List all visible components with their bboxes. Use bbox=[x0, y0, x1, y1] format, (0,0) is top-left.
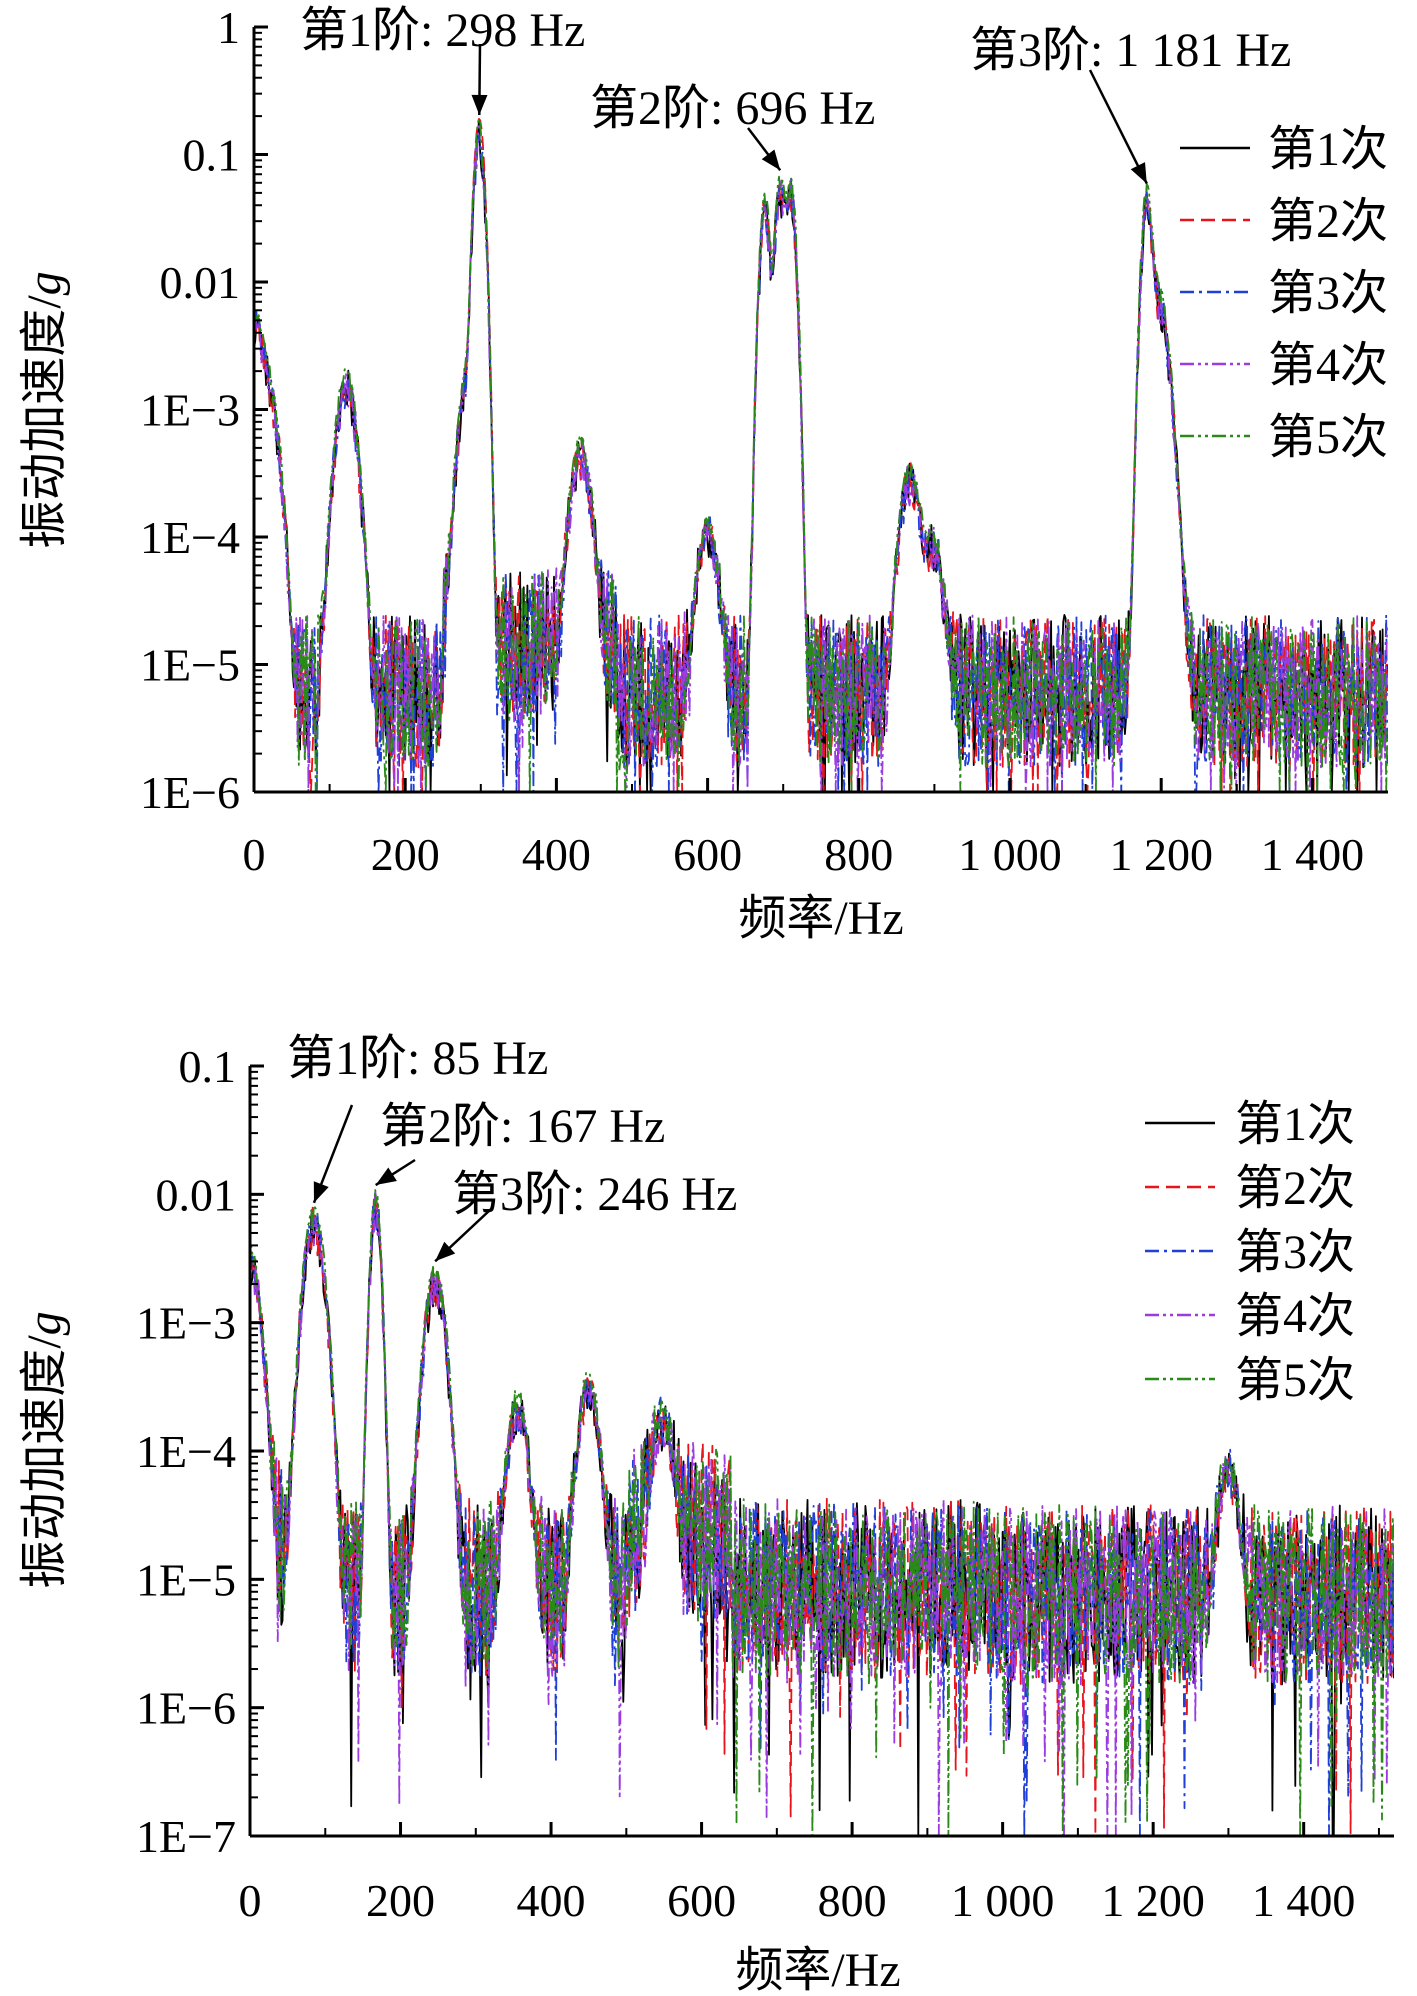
y-axis-label-unit: g bbox=[18, 271, 71, 295]
series-group bbox=[254, 118, 1388, 792]
x-tick-label: 1 400 bbox=[1261, 829, 1365, 880]
y-tick-label: 1E−3 bbox=[140, 385, 240, 436]
legend-label-2: 第2次 bbox=[1235, 1162, 1355, 1215]
series-line-3 bbox=[250, 1204, 1394, 1836]
annotation-arrow-head bbox=[471, 94, 488, 115]
series-line-4 bbox=[254, 120, 1388, 792]
y-axis-label: 振动加速度/g bbox=[18, 271, 71, 548]
annotation-arrow-head bbox=[313, 1181, 329, 1203]
annotation-arrow-head bbox=[435, 1241, 456, 1262]
y-tick-label: 1E−5 bbox=[136, 1554, 236, 1605]
peak-annotation-1: 第1阶: 298 Hz bbox=[300, 4, 585, 57]
series-line-5 bbox=[250, 1188, 1394, 1836]
legend-label-3: 第3次 bbox=[1235, 1226, 1355, 1279]
chart-top: 1E−6 1E−5 1E−4 1E−3 0.01 0.1 1 0 200 400 600 800 1 0… bbox=[18, 2, 1388, 945]
y-tick-label: 1E−5 bbox=[140, 640, 240, 691]
y-tick-label: 0.1 bbox=[179, 1041, 237, 1092]
y-tick-label: 0.1 bbox=[183, 130, 241, 181]
x-tick-label: 1 000 bbox=[958, 829, 1062, 880]
x-tick-label: 200 bbox=[366, 1875, 435, 1926]
x-tick-label: 400 bbox=[522, 829, 591, 880]
x-tick-label: 200 bbox=[371, 829, 440, 880]
x-tick-label: 400 bbox=[517, 1875, 586, 1926]
peak-annotation-2: 第2阶: 167 Hz bbox=[380, 1100, 665, 1153]
y-tick-label: 1E−3 bbox=[136, 1298, 236, 1349]
legend-label-5: 第5次 bbox=[1235, 1354, 1355, 1407]
annotation-arrow-head bbox=[761, 149, 781, 171]
x-tick-label: 0 bbox=[243, 829, 266, 880]
y-axis-label-text: 振动加速度/ bbox=[18, 1335, 71, 1589]
y-axis-label-unit: g bbox=[18, 1311, 71, 1335]
y-axis-label-text: 振动加速度/ bbox=[18, 295, 71, 549]
annotation-arrow-head bbox=[1130, 162, 1147, 184]
legend-label-4: 第4次 bbox=[1235, 1290, 1355, 1343]
series-line-3 bbox=[254, 134, 1388, 792]
legend-label-1: 第1次 bbox=[1268, 123, 1388, 176]
peak-annotation-3: 第3阶: 246 Hz bbox=[452, 1168, 737, 1221]
y-tick-label: 1E−4 bbox=[136, 1426, 236, 1477]
x-tick-label: 800 bbox=[818, 1875, 887, 1926]
series-line-1 bbox=[250, 1194, 1394, 1836]
x-tick-label: 0 bbox=[239, 1875, 262, 1926]
y-tick-label: 1E−7 bbox=[136, 1811, 236, 1862]
annotation-arrow-line bbox=[1088, 69, 1148, 185]
x-tick-label: 800 bbox=[824, 829, 893, 880]
series-group bbox=[250, 1188, 1394, 1836]
y-tick-label: 0.01 bbox=[156, 1169, 237, 1220]
series-line-5 bbox=[254, 118, 1388, 792]
y-tick-label: 0.01 bbox=[160, 257, 241, 308]
peak-annotation-3: 第3阶: 1 181 Hz bbox=[970, 24, 1291, 77]
y-tick-label: 1E−4 bbox=[140, 512, 240, 563]
chart-bottom: 1E−7 1E−6 1E−5 1E−4 1E−3 0.01 0.1 0 200 400 600 800… bbox=[18, 1032, 1394, 1996]
annotation-arrow-head bbox=[375, 1167, 397, 1185]
series-line-4 bbox=[250, 1191, 1394, 1836]
legend-label-1: 第1次 bbox=[1235, 1098, 1355, 1151]
peak-annotation-2: 第2阶: 696 Hz bbox=[590, 82, 875, 135]
x-tick-label: 1 200 bbox=[1109, 829, 1213, 880]
x-tick-label: 1 200 bbox=[1101, 1875, 1205, 1926]
y-tick-label: 1E−6 bbox=[136, 1683, 236, 1734]
legend-label-2: 第2次 bbox=[1268, 195, 1388, 248]
legend-label-4: 第4次 bbox=[1268, 339, 1388, 392]
y-tick-label: 1 bbox=[217, 2, 240, 53]
y-axis-label: 振动加速度/g bbox=[18, 1311, 71, 1588]
x-tick-label: 1 400 bbox=[1252, 1875, 1356, 1926]
y-tick-label: 1E−6 bbox=[140, 767, 240, 818]
peak-annotation-1: 第1阶: 85 Hz bbox=[287, 1032, 548, 1085]
legend-label-5: 第5次 bbox=[1268, 411, 1388, 464]
legend-label-3: 第3次 bbox=[1268, 267, 1388, 320]
x-axis-label: 频率/Hz bbox=[738, 892, 903, 945]
x-axis-label: 频率/Hz bbox=[735, 1944, 900, 1996]
x-tick-label: 600 bbox=[673, 829, 742, 880]
x-tick-label: 600 bbox=[667, 1875, 736, 1926]
x-tick-label: 1 000 bbox=[951, 1875, 1055, 1926]
